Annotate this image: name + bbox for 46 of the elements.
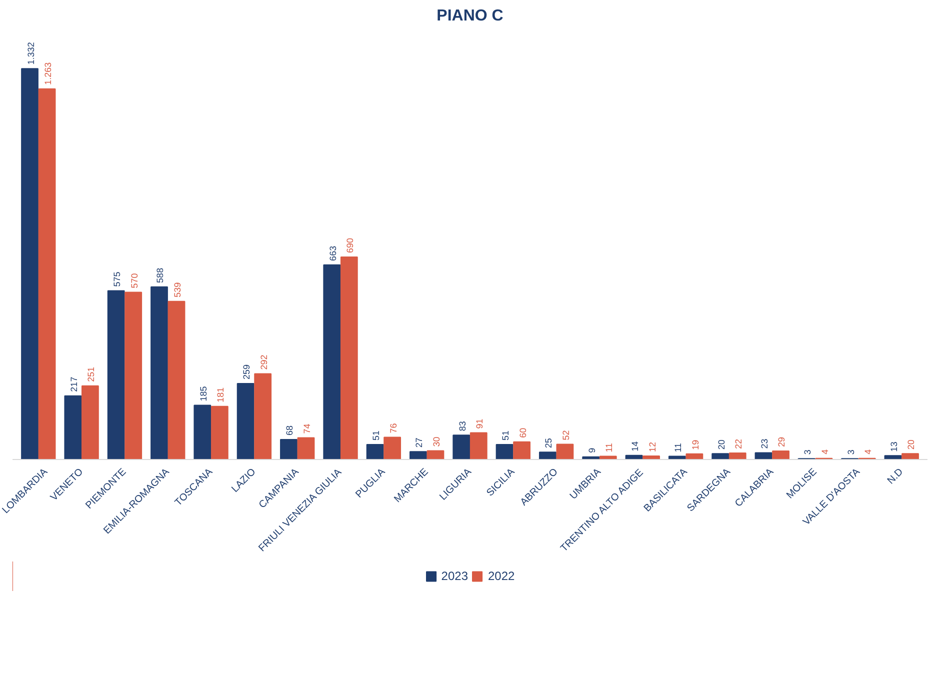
data-label: 20 [906,440,916,450]
data-label: 19 [690,440,700,450]
data-label: 51 [500,430,511,441]
data-label: 91 [474,418,485,429]
data-label: 30 [431,436,442,447]
data-label: 13 [888,442,899,452]
data-label: 52 [560,430,571,440]
data-label: 20 [716,440,726,450]
data-label: 68 [284,426,295,436]
data-label: 12 [647,442,658,452]
data-label: 217 [68,376,79,392]
data-label: 690 [345,238,356,253]
legend-label: 2023 [441,569,468,583]
data-label: 22 [734,439,744,450]
data-label: 575 [112,272,122,287]
legend-label: 2022 [488,569,515,583]
data-label: 51 [371,430,382,441]
data-label: 60 [518,428,528,438]
data-label: 74 [302,424,312,434]
data-label: 76 [388,423,398,434]
data-label: 25 [544,438,554,448]
data-label: 4 [863,449,874,454]
data-label: 588 [155,268,166,283]
data-label: 3 [802,450,813,455]
data-label: 185 [198,386,208,402]
data-label: 251 [86,366,96,382]
data-label: 259 [242,364,252,380]
data-label: 570 [129,273,140,288]
data-label: 181 [216,387,226,402]
data-label: 29 [776,436,787,447]
data-label: 663 [328,246,338,261]
data-label: 14 [630,441,640,452]
chart-title: PIANO C [436,8,504,24]
data-label: 1.263 [43,62,54,85]
data-label: 9 [586,448,597,453]
data-label: 1.332 [26,42,36,65]
data-label: 23 [759,438,770,449]
data-label: 11 [673,442,684,452]
data-label: 11 [604,442,614,452]
data-label: 83 [457,421,468,432]
data-label: 539 [172,282,183,298]
data-label: 292 [258,354,269,370]
data-label: 4 [820,449,830,454]
data-label: 27 [414,438,424,448]
data-label: 3 [846,450,856,455]
x-tick-label: N.D [886,466,906,487]
